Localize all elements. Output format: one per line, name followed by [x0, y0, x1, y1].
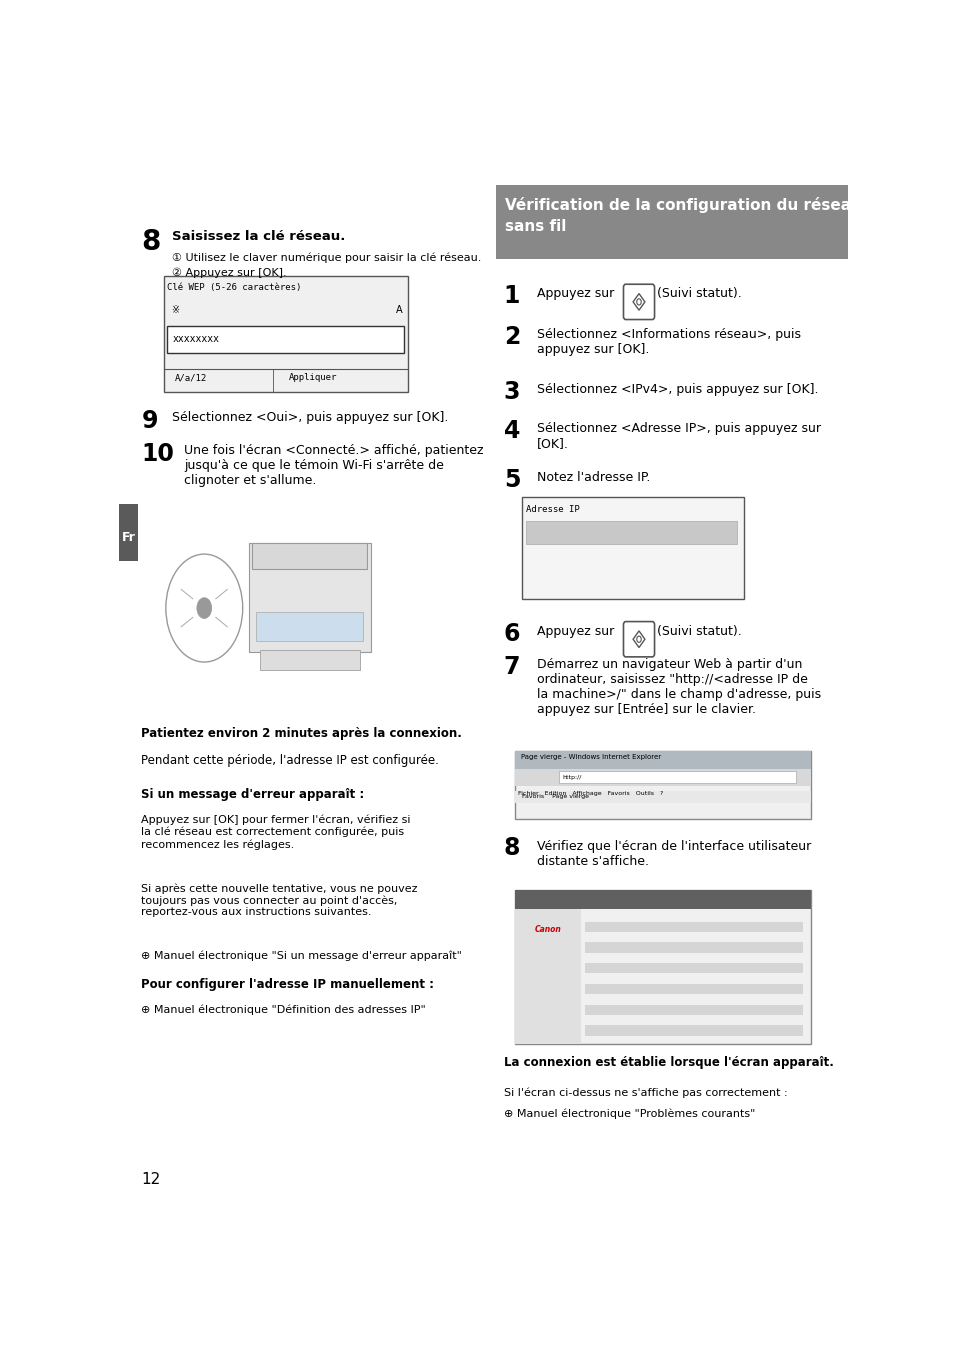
FancyBboxPatch shape: [255, 612, 363, 642]
Text: ※: ※: [171, 305, 179, 315]
Text: Adresse IP: Adresse IP: [525, 506, 579, 515]
Text: http://: http://: [562, 775, 581, 779]
Text: Favoris    Page vierge: Favoris Page vierge: [518, 794, 589, 799]
FancyBboxPatch shape: [515, 751, 810, 768]
FancyBboxPatch shape: [515, 891, 810, 909]
Text: Patientez environ 2 minutes après la connexion.: Patientez environ 2 minutes après la con…: [141, 728, 462, 740]
Text: Fr: Fr: [121, 531, 135, 545]
Text: Fichier   Edition   Affichage   Favoris   Outils   ?: Fichier Edition Affichage Favoris Outils…: [518, 791, 663, 795]
FancyBboxPatch shape: [252, 543, 367, 569]
Text: Appuyez sur [OK] pour fermer l'écran, vérifiez si
la clé réseau est correctement: Appuyez sur [OK] pour fermer l'écran, vé…: [141, 814, 411, 849]
Text: Appuyez sur: Appuyez sur: [537, 287, 614, 301]
Text: 12: 12: [141, 1173, 160, 1188]
Text: (Suivi statut).: (Suivi statut).: [657, 287, 741, 301]
Text: Sélectionnez <Adresse IP>, puis appuyez sur
[OK].: Sélectionnez <Adresse IP>, puis appuyez …: [537, 422, 821, 450]
FancyBboxPatch shape: [558, 771, 795, 783]
Text: ⊕ Manuel électronique "Définition des adresses IP": ⊕ Manuel électronique "Définition des ad…: [141, 1004, 426, 1015]
FancyBboxPatch shape: [259, 650, 359, 670]
Text: ② Appuyez sur [OK].: ② Appuyez sur [OK].: [172, 268, 287, 278]
Text: A: A: [395, 305, 402, 315]
Text: 7: 7: [503, 655, 519, 679]
FancyBboxPatch shape: [515, 909, 580, 1045]
Text: Vérification de la configuration du réseau
sans fil: Vérification de la configuration du rése…: [505, 197, 862, 235]
Text: Sélectionnez <IPv4>, puis appuyez sur [OK].: Sélectionnez <IPv4>, puis appuyez sur [O…: [537, 383, 818, 396]
FancyBboxPatch shape: [584, 1004, 802, 1015]
Text: A/a/12: A/a/12: [174, 373, 207, 381]
FancyBboxPatch shape: [515, 791, 810, 803]
Text: ⊕ Manuel électronique "Si un message d'erreur apparaît": ⊕ Manuel électronique "Si un message d'e…: [141, 950, 462, 961]
FancyBboxPatch shape: [119, 504, 137, 561]
Text: 8: 8: [503, 836, 519, 860]
Text: (Suivi statut).: (Suivi statut).: [657, 624, 741, 638]
FancyBboxPatch shape: [521, 497, 743, 599]
Text: Canon: Canon: [534, 925, 561, 934]
FancyBboxPatch shape: [167, 326, 403, 353]
Text: Clé WEP (5-26 caractères): Clé WEP (5-26 caractères): [167, 283, 301, 293]
Text: 4: 4: [503, 419, 519, 443]
FancyBboxPatch shape: [584, 922, 802, 931]
FancyBboxPatch shape: [496, 185, 846, 259]
Text: 10: 10: [141, 442, 174, 466]
Text: 5: 5: [503, 468, 519, 492]
Text: Sélectionnez <Informations réseau>, puis
appuyez sur [OK].: Sélectionnez <Informations réseau>, puis…: [537, 328, 801, 356]
FancyBboxPatch shape: [249, 543, 370, 651]
FancyBboxPatch shape: [584, 1026, 802, 1035]
Text: Une fois l'écran <Connecté.> affiché, patientez
jusqu'à ce que le témoin Wi-Fi s: Une fois l'écran <Connecté.> affiché, pa…: [184, 443, 483, 487]
Text: 3: 3: [503, 380, 519, 404]
FancyBboxPatch shape: [515, 768, 810, 786]
Text: ① Utilisez le claver numérique pour saisir la clé réseau.: ① Utilisez le claver numérique pour sais…: [172, 252, 481, 263]
Text: Appuyez sur: Appuyez sur: [537, 624, 614, 638]
Text: Appliquer: Appliquer: [289, 373, 337, 381]
FancyBboxPatch shape: [584, 962, 802, 973]
Text: 9: 9: [141, 408, 158, 433]
FancyBboxPatch shape: [584, 984, 802, 995]
Text: 1: 1: [503, 284, 519, 309]
Text: Pour configurer l'adresse IP manuellement :: Pour configurer l'adresse IP manuellemen…: [141, 977, 434, 991]
FancyBboxPatch shape: [515, 891, 810, 1045]
FancyBboxPatch shape: [515, 751, 810, 818]
Circle shape: [196, 597, 212, 619]
FancyBboxPatch shape: [623, 284, 654, 319]
Text: La connexion est établie lorsque l'écran apparaît.: La connexion est établie lorsque l'écran…: [503, 1057, 833, 1069]
Text: Pendant cette période, l'adresse IP est configurée.: Pendant cette période, l'adresse IP est …: [141, 755, 438, 767]
Text: Si après cette nouvelle tentative, vous ne pouvez
toujours pas vous connecter au: Si après cette nouvelle tentative, vous …: [141, 883, 417, 918]
FancyBboxPatch shape: [164, 276, 407, 392]
Text: Saisissez la clé réseau.: Saisissez la clé réseau.: [172, 231, 346, 243]
Text: Sélectionnez <Oui>, puis appuyez sur [OK].: Sélectionnez <Oui>, puis appuyez sur [OK…: [172, 411, 449, 423]
Text: 8: 8: [141, 228, 161, 256]
FancyBboxPatch shape: [584, 942, 802, 953]
FancyBboxPatch shape: [623, 621, 654, 656]
Text: Si un message d'erreur apparaît :: Si un message d'erreur apparaît :: [141, 787, 364, 801]
Text: ⊕ Manuel électronique "Problèmes courants": ⊕ Manuel électronique "Problèmes courant…: [503, 1108, 754, 1119]
FancyBboxPatch shape: [525, 520, 736, 543]
Text: Page vierge - Windows Internet Explorer: Page vierge - Windows Internet Explorer: [520, 755, 660, 760]
Text: Notez l'adresse IP.: Notez l'adresse IP.: [537, 470, 650, 484]
Text: 2: 2: [503, 325, 519, 349]
Text: Démarrez un navigateur Web à partir d'un
ordinateur, saisissez "http://<adresse : Démarrez un navigateur Web à partir d'un…: [537, 658, 821, 716]
Text: Vérifiez que l'écran de l'interface utilisateur
distante s'affiche.: Vérifiez que l'écran de l'interface util…: [537, 840, 810, 868]
Text: xxxxxxxx: xxxxxxxx: [172, 334, 219, 344]
Text: 6: 6: [503, 621, 519, 646]
Text: Si l'écran ci-dessus ne s'affiche pas correctement :: Si l'écran ci-dessus ne s'affiche pas co…: [503, 1088, 786, 1099]
